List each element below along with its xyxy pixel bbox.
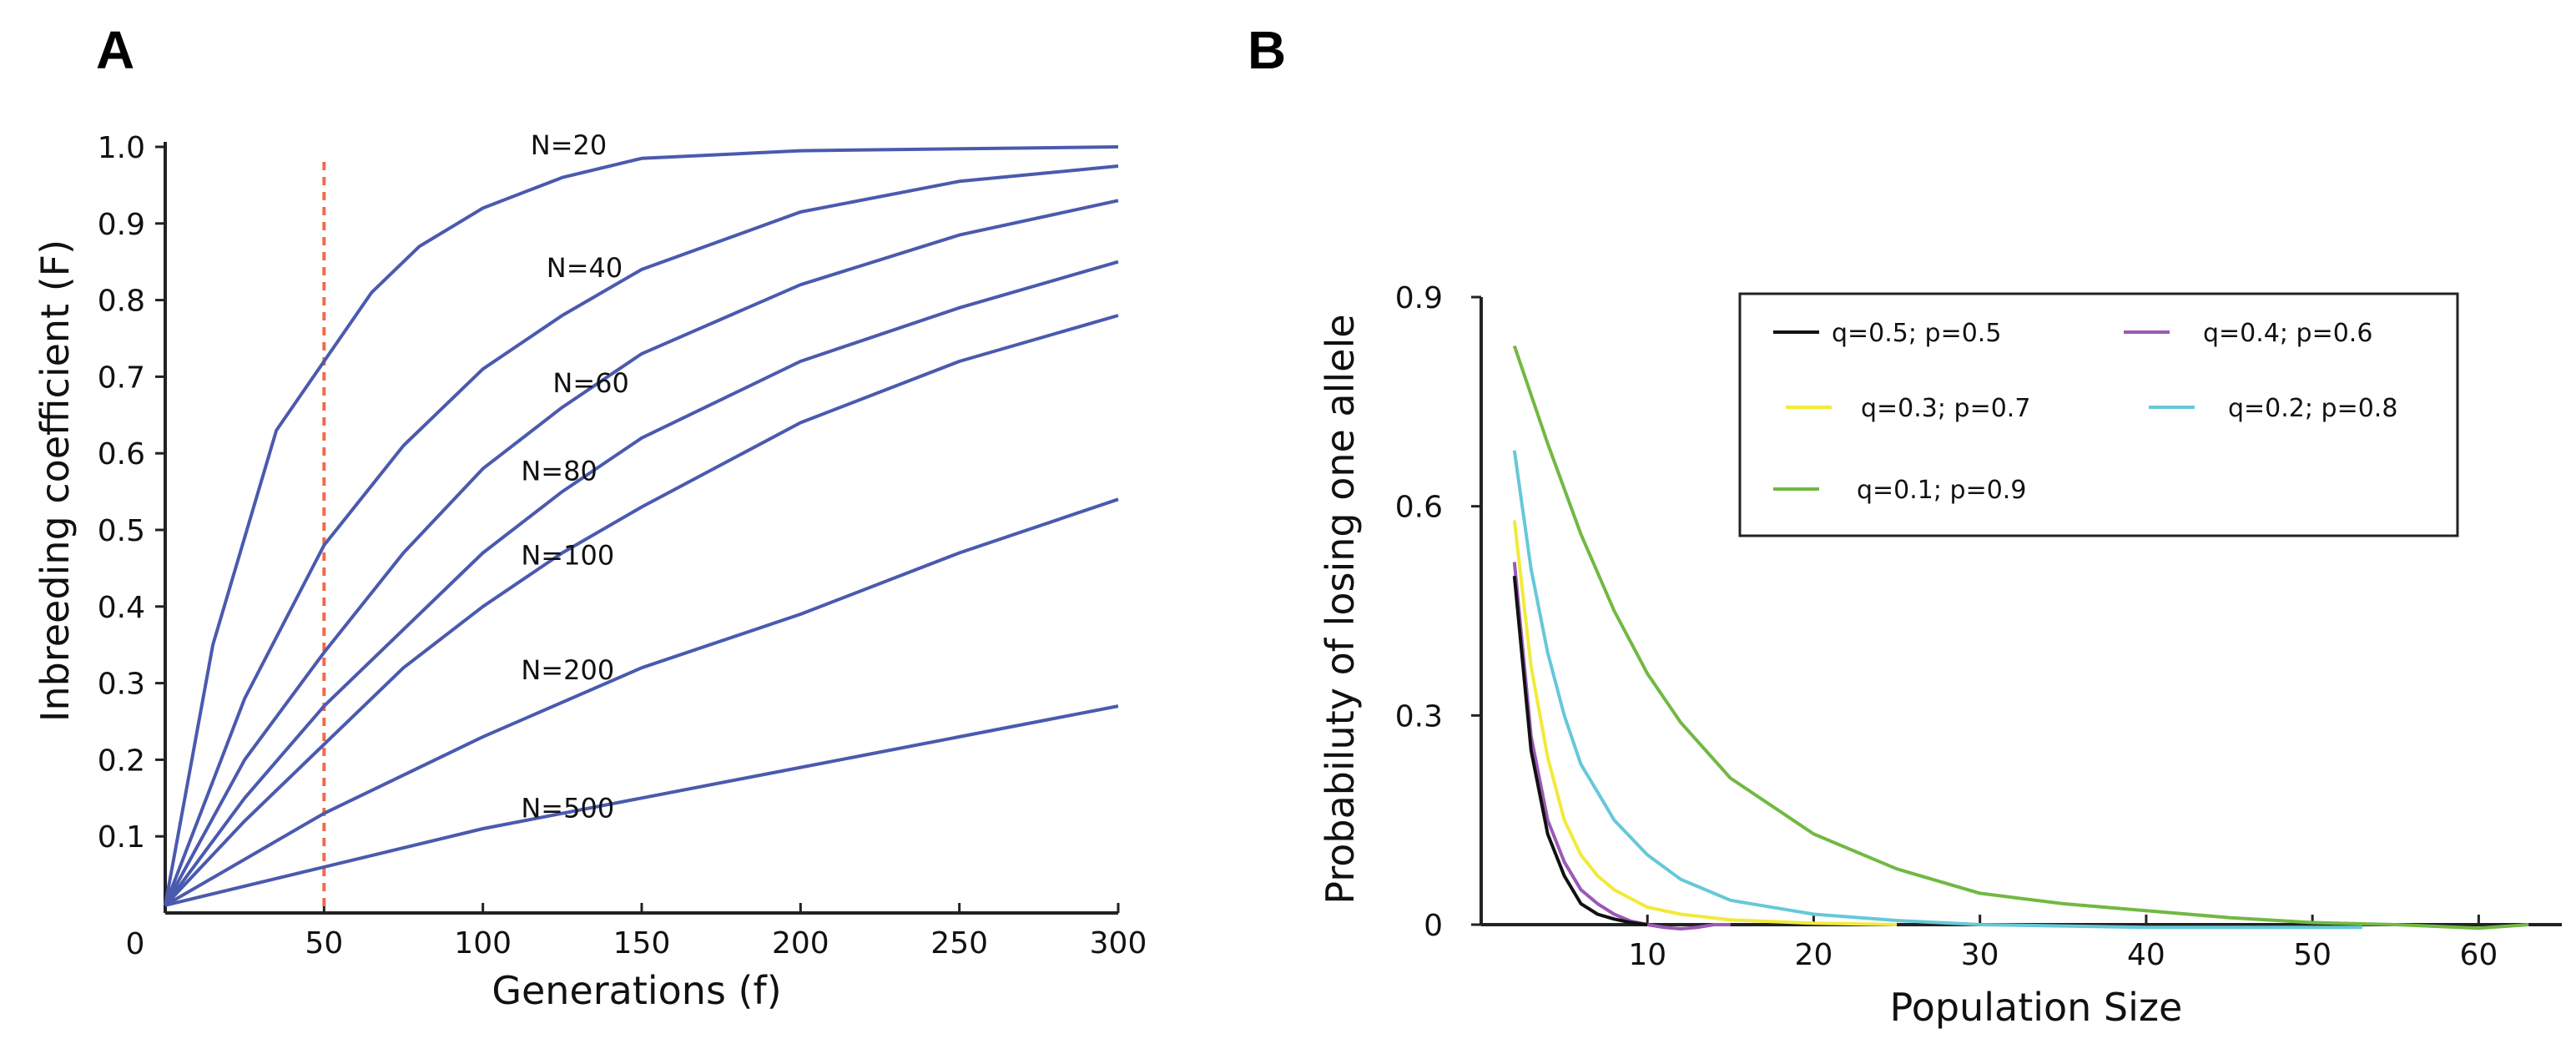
panel-b-x-tick-label: 30: [1961, 938, 1999, 972]
panel-b-y-tick-label: 0: [1424, 909, 1443, 943]
panel-b-x-axis-title: Population Size: [1890, 985, 2183, 1030]
panel-b-x-tick-label: 40: [2127, 938, 2165, 972]
legend-label-q-0-5-p-0-5: q=0.5; p=0.5: [1832, 319, 2001, 348]
panel-a-y-axis-title: Inbreeding coefficient (F): [33, 240, 78, 722]
panel-b-x-tick-label: 50: [2293, 938, 2332, 972]
series-label-n-80: N=80: [521, 455, 597, 487]
panel-a-y-tick-label: 0.2: [98, 744, 145, 778]
panel-a-y-tick-label: 0.7: [98, 361, 145, 395]
series-line-q-0-1-p-0-9: [1512, 345, 2529, 930]
panel-b-letter: B: [1248, 20, 1286, 80]
series-line-q-0-4-p-0-6: [1512, 562, 1731, 930]
panel-a-x-tick-label: 100: [454, 926, 512, 961]
panel-a-y-tick-label: 1.0: [98, 131, 145, 165]
panel-a-x-tick-label: 250: [930, 926, 988, 961]
series-label-n-100: N=100: [521, 539, 614, 571]
panel-a-curve-labels: N=20 N=40 N=60 N=80 N=100 N=200 N=500: [521, 129, 629, 824]
panel-a-y-tick-label: 0.6: [98, 437, 145, 472]
panel-a-y-tick-label: 0.4: [98, 591, 145, 625]
series-line-n-40: [164, 164, 1119, 906]
panel-b-x-tick-label: 20: [1795, 938, 1833, 972]
panel-a-x-tick-label: 200: [772, 926, 829, 961]
series-label-n-60: N=60: [552, 367, 628, 399]
legend-label-q-0-3-p-0-7: q=0.3; p=0.7: [1861, 394, 2030, 423]
series-line-q-0-3-p-0-7: [1512, 520, 1898, 926]
series-line-n-500: [164, 704, 1119, 907]
panel-a-x-axis-title: Generations (f): [492, 968, 781, 1013]
panel-a-y-tick-label: 0.5: [98, 514, 145, 548]
series-line-n-60: [164, 199, 1119, 906]
panel-a-ticks: 0.1 0.2 0.3 0.4 0.5 0.6 0.7 0.8 0.9 1.0 50 100 150 20…: [98, 131, 1147, 961]
series-line-n-20: [164, 145, 1119, 906]
legend-label-q-0-4-p-0-6: q=0.4; p=0.6: [2203, 319, 2372, 348]
series-label-n-20: N=20: [531, 129, 607, 161]
legend-box: [1738, 292, 2459, 537]
panel-a-y-tick-label: 0.9: [98, 208, 145, 242]
series-label-n-40: N=40: [547, 252, 623, 284]
legend-label-q-0-2-p-0-8: q=0.2; p=0.8: [2228, 394, 2397, 423]
panel-b-y-axis-title: Probabiluty of losing one allele: [1318, 314, 1363, 904]
series-label-n-500: N=500: [521, 792, 614, 824]
panel-a-series: [164, 145, 1119, 913]
panel-a-x-tick-label: 150: [613, 926, 671, 961]
panel-b-series: [1512, 345, 2529, 930]
panel-b-ticks: 0 0.3 0.6 0.9 10 20 30 40 50 60: [1395, 281, 2498, 972]
panel-b-legend: q=0.5; p=0.5 q=0.4; p=0.6 q=0.3; p=0.7 q=0.…: [1738, 292, 2459, 537]
series-line-q-0-2-p-0-8: [1512, 450, 2362, 930]
panel-a-y-tick-label: 0.3: [98, 668, 145, 702]
panel-a-y-tick-label: 0.8: [98, 285, 145, 319]
panel-b-y-tick-label: 0.6: [1395, 491, 1443, 525]
panel-b-x-tick-label: 60: [2459, 938, 2498, 972]
panel-b-x-tick-label: 10: [1628, 938, 1666, 972]
series-line-n-100: [164, 314, 1119, 907]
panel-b-chart: B 00.30.60.910 20 30 40 50 60 q=0.5; p=0.5 q=0…: [1248, 20, 2562, 1030]
panel-a-x-tick-label: 300: [1090, 926, 1147, 961]
panel-b-y-tick-label: 0.3: [1395, 699, 1443, 734]
panel-a-y-tick-label: 0.1: [98, 820, 145, 855]
panel-a-origin-label: 0: [126, 927, 145, 961]
legend-label-q-0-1-p-0-9: q=0.1; p=0.9: [1857, 476, 2026, 505]
series-line-n-80: [164, 260, 1119, 906]
panel-a-letter: A: [96, 20, 134, 80]
panel-a-x-tick-label: 50: [305, 926, 343, 961]
panel-b-y-tick-label: 0.9: [1395, 281, 1443, 315]
series-line-q-0-5-p-0-5: [1512, 576, 1648, 926]
panel-a-chart: A 0.1 0.2 0.3 0.4 0.5 0.6 0.7 0.8 0.9 1.0 50 100 150…: [33, 20, 1147, 1013]
series-label-n-200: N=200: [521, 654, 614, 686]
series-line-n-200: [164, 497, 1119, 907]
